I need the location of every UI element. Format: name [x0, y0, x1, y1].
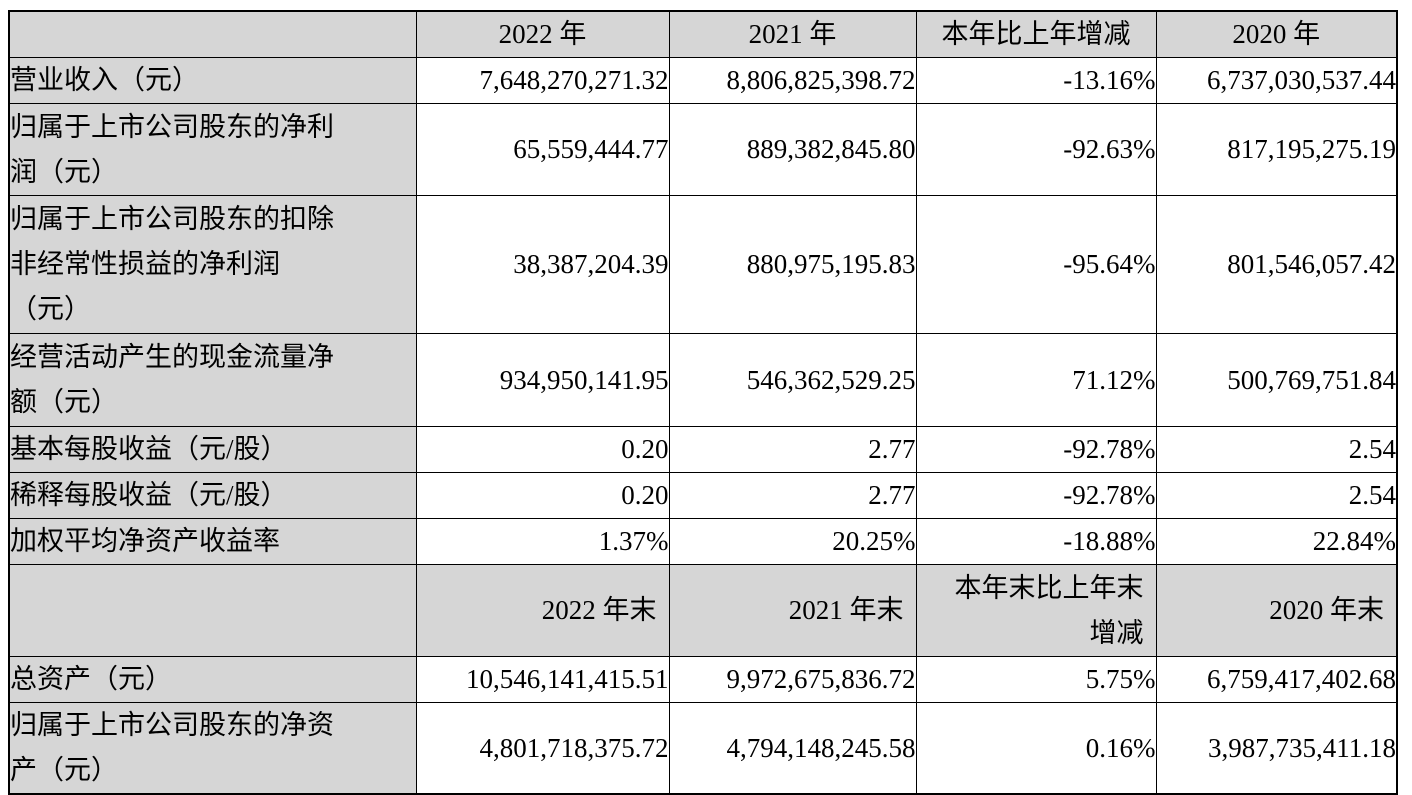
header-2022-eoy: 2022 年末 — [415, 564, 670, 657]
header-2020-eoy: 2020 年末 — [1155, 564, 1398, 657]
value-2021-cell: 20.25% — [668, 518, 917, 565]
value-2022-cell: 38,387,204.39 — [415, 195, 670, 334]
value-2021-cell: 4,794,148,245.58 — [668, 702, 917, 795]
value-2021-cell: 889,382,845.80 — [668, 103, 917, 196]
row-total-assets: 总资产（元） 10,546,141,415.51 9,972,675,836.7… — [8, 656, 1398, 703]
header-yoy-change: 本年比上年增减 — [915, 10, 1157, 58]
value-2020-cell: 801,546,057.42 — [1155, 195, 1398, 334]
row-net-profit-excl-nonrecurring: 归属于上市公司股东的扣除 非经常性损益的净利润 （元） 38,387,204.3… — [8, 195, 1398, 334]
key-financials-table: 2022 年 2021 年 本年比上年增减 2020 年 营业收入（元） 7,6… — [8, 10, 1398, 795]
value-2020-cell: 817,195,275.19 — [1155, 103, 1398, 196]
row-operating-revenue: 营业收入（元） 7,648,270,271.32 8,806,825,398.7… — [8, 57, 1398, 104]
row-net-profit-attributable: 归属于上市公司股东的净利 润（元） 65,559,444.77 889,382,… — [8, 103, 1398, 196]
value-change-cell: -13.16% — [915, 57, 1157, 104]
header-empty-cell — [8, 564, 417, 657]
value-change-cell: -92.78% — [915, 472, 1157, 519]
value-2020-cell: 500,769,751.84 — [1155, 333, 1398, 427]
header-row-end-of-year: 2022 年末 2021 年末 本年末比上年末 增减 2020 年末 — [8, 564, 1398, 657]
row-label-cell: 稀释每股收益（元/股） — [8, 472, 417, 519]
header-eoy-change: 本年末比上年末 增减 — [915, 564, 1157, 657]
value-2022-cell: 65,559,444.77 — [415, 103, 670, 196]
row-label-cell: 归属于上市公司股东的净利 润（元） — [8, 103, 417, 196]
value-2022-cell: 0.20 — [415, 472, 670, 519]
row-diluted-eps: 稀释每股收益（元/股） 0.20 2.77 -92.78% 2.54 — [8, 472, 1398, 519]
value-2022-cell: 10,546,141,415.51 — [415, 656, 670, 703]
value-2021-cell: 2.77 — [668, 426, 917, 473]
value-2020-cell: 22.84% — [1155, 518, 1398, 565]
value-change-cell: -18.88% — [915, 518, 1157, 565]
value-2022-cell: 1.37% — [415, 518, 670, 565]
value-2020-cell: 6,759,417,402.68 — [1155, 656, 1398, 703]
header-2022: 2022 年 — [415, 10, 670, 58]
row-label-cell: 归属于上市公司股东的扣除 非经常性损益的净利润 （元） — [8, 195, 417, 334]
row-label-cell: 基本每股收益（元/股） — [8, 426, 417, 473]
value-2020-cell: 6,737,030,537.44 — [1155, 57, 1398, 104]
value-change-cell: -92.78% — [915, 426, 1157, 473]
value-change-cell: -92.63% — [915, 103, 1157, 196]
value-change-cell: -95.64% — [915, 195, 1157, 334]
value-2022-cell: 7,648,270,271.32 — [415, 57, 670, 104]
row-basic-eps: 基本每股收益（元/股） 0.20 2.77 -92.78% 2.54 — [8, 426, 1398, 473]
row-label-cell: 总资产（元） — [8, 656, 417, 703]
header-2021: 2021 年 — [668, 10, 917, 58]
value-2022-cell: 0.20 — [415, 426, 670, 473]
value-2021-cell: 2.77 — [668, 472, 917, 519]
row-label-cell: 营业收入（元） — [8, 57, 417, 104]
value-2020-cell: 2.54 — [1155, 426, 1398, 473]
value-change-cell: 71.12% — [915, 333, 1157, 427]
row-label-cell: 归属于上市公司股东的净资 产（元） — [8, 702, 417, 795]
value-2020-cell: 2.54 — [1155, 472, 1398, 519]
value-2022-cell: 934,950,141.95 — [415, 333, 670, 427]
value-2022-cell: 4,801,718,375.72 — [415, 702, 670, 795]
value-2021-cell: 8,806,825,398.72 — [668, 57, 917, 104]
value-2021-cell: 546,362,529.25 — [668, 333, 917, 427]
value-2021-cell: 9,972,675,836.72 — [668, 656, 917, 703]
header-row-annual: 2022 年 2021 年 本年比上年增减 2020 年 — [8, 10, 1398, 58]
value-change-cell: 0.16% — [915, 702, 1157, 795]
row-label-cell: 加权平均净资产收益率 — [8, 518, 417, 565]
value-change-cell: 5.75% — [915, 656, 1157, 703]
header-2020: 2020 年 — [1155, 10, 1398, 58]
value-2020-cell: 3,987,735,411.18 — [1155, 702, 1398, 795]
header-2021-eoy: 2021 年末 — [668, 564, 917, 657]
row-label-cell: 经营活动产生的现金流量净 额（元） — [8, 333, 417, 427]
report-page: 2022 年 2021 年 本年比上年增减 2020 年 营业收入（元） 7,6… — [8, 10, 1398, 795]
value-2021-cell: 880,975,195.83 — [668, 195, 917, 334]
row-operating-cash-flow: 经营活动产生的现金流量净 额（元） 934,950,141.95 546,362… — [8, 333, 1398, 427]
row-weighted-avg-roe: 加权平均净资产收益率 1.37% 20.25% -18.88% 22.84% — [8, 518, 1398, 565]
header-empty-cell — [8, 10, 417, 58]
row-net-assets-attributable: 归属于上市公司股东的净资 产（元） 4,801,718,375.72 4,794… — [8, 702, 1398, 795]
